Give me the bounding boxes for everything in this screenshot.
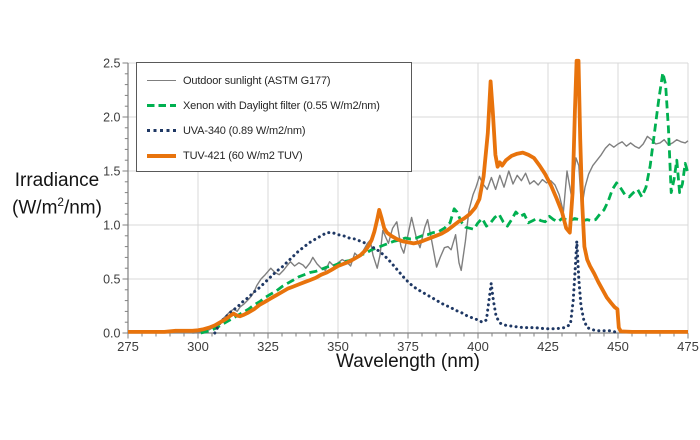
series-line-tuv-421	[128, 58, 688, 334]
x-tick-label: 400	[467, 339, 489, 354]
y-tick-label: 0.5	[103, 273, 120, 287]
x-axis-title: Wavelength (nm)	[336, 351, 480, 372]
series-line-uva-340	[213, 231, 620, 335]
tick-marks	[122, 62, 689, 339]
x-tick-label: 275	[117, 339, 139, 354]
y-tick-label: 0.0	[103, 327, 120, 341]
x-tick-label: 350	[327, 339, 349, 354]
y-axis-title-line1: Irradiance	[14, 170, 100, 191]
y-tick-label: 1.0	[103, 219, 120, 233]
y-tick-label: 1.5	[103, 165, 120, 179]
legend: Outdoor sunlight (ASTM G177) Xenon with …	[136, 62, 412, 172]
legend-item-tuv-421: TUV-421 (60 W/m2 TUV)	[147, 143, 411, 168]
x-tick-label: 450	[607, 339, 629, 354]
legend-label: Outdoor sunlight (ASTM G177)	[183, 74, 331, 87]
y-tick-labels: 0.0 0.5 1.0 1.5 2.0 2.5	[103, 57, 120, 341]
y-axis-title-line2-post: /nm)	[63, 196, 102, 218]
x-tick-label: 325	[257, 339, 279, 354]
navy-dotted-line-sample	[147, 129, 176, 132]
x-tick-label: 375	[397, 339, 419, 354]
y-tick-label: 2.5	[103, 57, 120, 71]
gray-solid-line-sample	[147, 80, 176, 81]
y-axis-title: Irradiance (W/m2/nm)	[2, 168, 112, 222]
y-tick-label: 2.0	[103, 111, 120, 125]
legend-label: Xenon with Daylight filter (0.55 W/m2/nm…	[183, 99, 380, 112]
y-axis-title-superscript: 2	[57, 195, 64, 209]
orange-solid-line-sample	[147, 153, 176, 158]
legend-item-outdoor-sunlight: Outdoor sunlight (ASTM G177)	[147, 68, 411, 93]
legend-item-xenon-daylight-filter: Xenon with Daylight filter (0.55 W/m2/nm…	[147, 93, 411, 118]
series-line-xenon	[200, 71, 690, 335]
x-tick-label: 475	[677, 339, 699, 354]
y-axis-title-line2-pre: (W/m	[12, 196, 58, 218]
green-dashed-line-sample	[147, 103, 176, 108]
x-tick-labels: 275 300 325 350 375 400 425 450 475	[117, 339, 699, 354]
legend-label: UVA-340 (0.89 W/m2/nm)	[183, 124, 306, 137]
series-line-outdoor	[192, 135, 689, 334]
legend-label: TUV-421 (60 W/m2 TUV)	[183, 149, 303, 162]
x-tick-label: 300	[187, 339, 209, 354]
x-tick-label: 425	[537, 339, 559, 354]
legend-item-uva-340: UVA-340 (0.89 W/m2/nm)	[147, 118, 411, 143]
